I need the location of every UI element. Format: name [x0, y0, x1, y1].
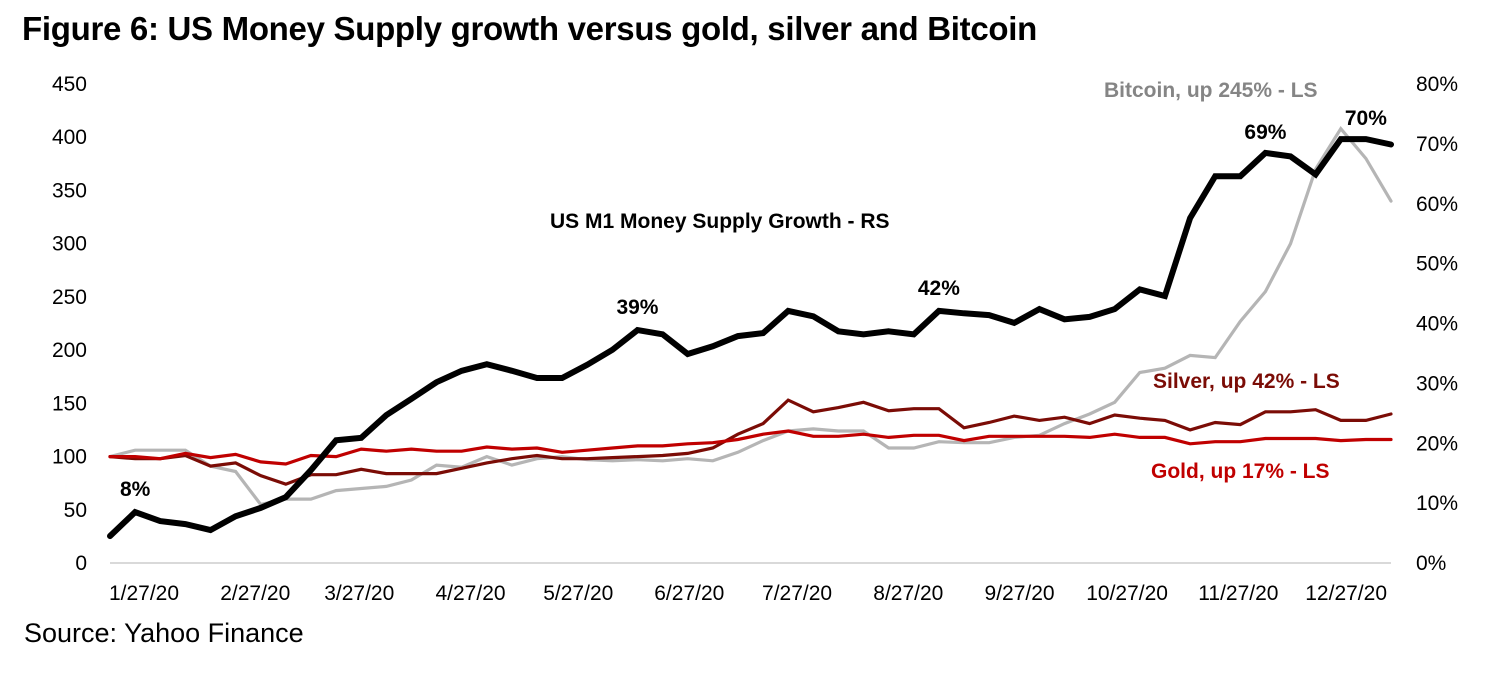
source-note: Source: Yahoo Finance: [24, 618, 304, 648]
y-tick-right: 50%: [1416, 253, 1458, 276]
x-tick-label: 2/27/20: [220, 582, 290, 605]
x-tick-label: 4/27/20: [435, 582, 505, 605]
x-tick-label: 8/27/20: [873, 582, 943, 605]
y-tick-left: 100: [52, 446, 87, 469]
y-tick-left: 150: [52, 392, 87, 415]
series-label-gold: Gold, up 17% - LS: [1151, 460, 1330, 483]
y-tick-right: 60%: [1416, 193, 1458, 216]
x-tick-label: 3/27/20: [324, 582, 394, 605]
x-tick-label: 12/27/20: [1305, 582, 1387, 605]
annotation-m1_39: 39%: [616, 296, 658, 319]
y-tick-left: 200: [52, 339, 87, 362]
x-tick-label: 9/27/20: [985, 582, 1055, 605]
series-label-m1: US M1 Money Supply Growth - RS: [550, 210, 890, 233]
y-axis-left: 0 50 100 150 200 250 300 350 400 450: [52, 73, 87, 575]
x-tick-label: 5/27/20: [543, 582, 613, 605]
x-tick-label: 11/27/20: [1198, 582, 1278, 605]
series-lines: [107, 125, 1394, 540]
y-tick-left: 400: [52, 126, 87, 149]
x-tick-label: 1/27/20: [109, 582, 179, 605]
y-tick-right: 20%: [1416, 432, 1458, 455]
y-tick-left: 0: [75, 552, 87, 575]
x-tick-label: 6/27/20: [654, 582, 724, 605]
y-tick-right: 40%: [1416, 313, 1458, 336]
y-tick-left: 450: [52, 73, 87, 96]
x-axis: 1/27/20 2/27/20 3/27/20 4/27/20 5/27/20 6/27/…: [109, 582, 1387, 605]
x-tick-label: 10/27/20: [1086, 582, 1168, 605]
data-annotations: 8% 39% 42% 69% 70%: [120, 107, 1387, 501]
series-label-bitcoin: Bitcoin, up 245% - LS: [1104, 79, 1318, 102]
annotation-m1_69: 69%: [1244, 121, 1286, 144]
y-tick-left: 250: [52, 286, 87, 309]
y-tick-right: 80%: [1416, 73, 1458, 96]
series-label-silver: Silver, up 42% - LS: [1153, 370, 1340, 393]
series-line-bitcoin: [108, 125, 1393, 507]
x-tick-label: 7/27/20: [762, 582, 832, 605]
annotation-m1_42: 42%: [918, 277, 960, 300]
y-tick-right: 10%: [1416, 492, 1458, 515]
figure-title: Figure 6: US Money Supply growth versus …: [22, 10, 1037, 47]
series-line-silver: [108, 398, 1393, 486]
y-tick-right: 30%: [1416, 372, 1458, 395]
y-axis-right: 0% 10% 20% 30% 40% 50% 60% 70% 80%: [1416, 73, 1458, 575]
annotation-m1_70: 70%: [1345, 107, 1387, 130]
y-tick-left: 300: [52, 233, 87, 256]
y-tick-right: 0%: [1416, 552, 1446, 575]
annotation-m1_8: 8%: [120, 478, 151, 501]
y-tick-left: 50: [64, 499, 87, 522]
y-tick-right: 70%: [1416, 133, 1458, 156]
y-tick-left: 350: [52, 179, 87, 202]
series-line-m1: [107, 136, 1394, 540]
